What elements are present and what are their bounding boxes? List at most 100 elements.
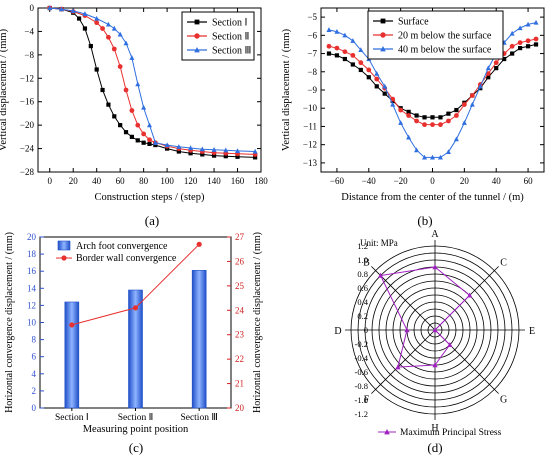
x-tick-label: 0 [47,176,52,186]
direction-label: E [529,326,535,337]
y-tick-label: −8 [24,50,34,60]
data-point-series-3 [164,142,170,148]
data-point-series-3 [382,83,388,89]
radar-data-point [447,342,453,348]
radial-scale-label: -1.2 [355,409,368,419]
data-point-series-1 [358,67,363,73]
radial-scale-label: 1.2 [357,241,368,251]
x-tick-label: 60 [524,176,534,186]
radial-scale-label: 0.2 [357,311,368,321]
y-axis-label: Vertical displacement / (mm) [0,28,9,151]
x-axis-label: Construction steps / (step) [95,192,205,203]
data-point-series-2 [326,43,332,49]
x-tick-label: Section Ⅲ [180,413,217,423]
y-tick-label-left: 12 [27,300,36,310]
data-point-series-2 [366,67,372,73]
data-point-series-1 [438,115,443,120]
data-point-series-1 [510,51,515,56]
data-point-series-2 [135,122,141,128]
data-point-series-3 [517,25,523,31]
panel-c-label: (c) [129,440,143,455]
data-point-series-2 [533,36,539,42]
radial-scale-label: 1.0 [357,255,368,265]
data-point-series-1 [414,113,419,118]
radial-scale-label: -0.8 [355,381,368,391]
data-point-series-3 [342,32,348,38]
radar-spoke [371,329,436,394]
radial-scale-label: -0.4 [355,353,369,363]
data-point-series-3 [105,21,111,27]
y-tick-label: −11 [303,121,317,131]
x-tick-label: 100 [160,176,174,186]
series-line-3 [49,7,256,152]
data-point-series-1 [176,149,181,154]
data-point-series-1 [374,84,379,89]
y-tick-label: −20 [20,120,35,130]
x-tick-label: 160 [231,176,245,186]
data-point-series-3 [390,101,396,107]
data-point-series-3 [485,65,491,71]
data-point-series-2 [129,108,135,113]
y-tick-label-right: 25 [235,281,245,291]
data-point-series-2 [334,45,340,51]
data-point-series-1 [211,153,217,158]
y-tick-label-left: 4 [32,369,37,379]
data-point-series-3 [235,148,241,154]
data-point-series-2 [446,118,451,124]
legend-label: Section Ⅱ [212,32,249,43]
data-point-series-1 [494,66,499,71]
data-point-series-2 [422,122,427,128]
data-point-series-1 [112,114,117,119]
data-point-border-wall [196,241,202,247]
data-point-series-3 [147,122,152,128]
data-point-series-1 [342,56,347,62]
y-tick-label-right: 20 [235,403,245,413]
radar-data-point [432,264,438,270]
direction-label: B [363,257,370,268]
bar [64,301,80,409]
y-axis-label-right: Horizontal convergence displacement / (m… [252,232,263,413]
data-point-series-2 [106,34,111,40]
data-point-series-2 [141,131,147,137]
data-point-series-1 [76,16,82,21]
direction-label: H [431,423,438,434]
data-point-series-3 [469,101,475,107]
data-point-series-2 [358,60,364,66]
y-tick-label-left: 8 [32,335,37,345]
x-tick-label: 80 [139,176,149,186]
data-point-series-3 [430,154,435,160]
legend-label: Border wall convergence [76,253,177,264]
y-tick-label: −9 [307,85,317,95]
panel-b-label: (b) [417,213,432,228]
data-point-series-3 [533,19,539,25]
data-point-series-1 [382,91,387,96]
data-point-series-2 [117,64,123,69]
legend-label: Surface [398,17,429,28]
x-tick-label: 40 [492,176,502,186]
data-point-series-3 [199,146,205,152]
legend-label: Section Ⅲ [212,46,251,57]
data-point-series-1 [253,155,258,160]
data-point-series-3 [58,6,64,12]
data-point-series-3 [334,28,340,34]
data-point-series-2 [390,96,396,102]
data-point-border-wall [69,322,75,328]
radar-data-point [432,362,438,368]
y-tick-label: −6 [307,30,317,40]
data-point-series-1 [422,115,427,120]
data-point-series-3 [414,147,420,153]
data-point-series-1 [123,130,129,135]
data-point-series-1 [533,42,539,47]
data-point-series-1 [446,111,451,116]
radar-data-point [395,364,401,370]
legend-swatch-marker [380,18,386,24]
y-tick-label-right: 21 [235,379,244,389]
radial-scale-label: -0.6 [355,367,368,377]
legend-swatch-marker [380,46,386,52]
data-point-series-2 [350,52,356,58]
data-point-series-2 [461,102,467,107]
data-point-series-2 [374,76,380,82]
data-point-series-2 [517,40,523,46]
data-point-series-2 [525,38,531,44]
